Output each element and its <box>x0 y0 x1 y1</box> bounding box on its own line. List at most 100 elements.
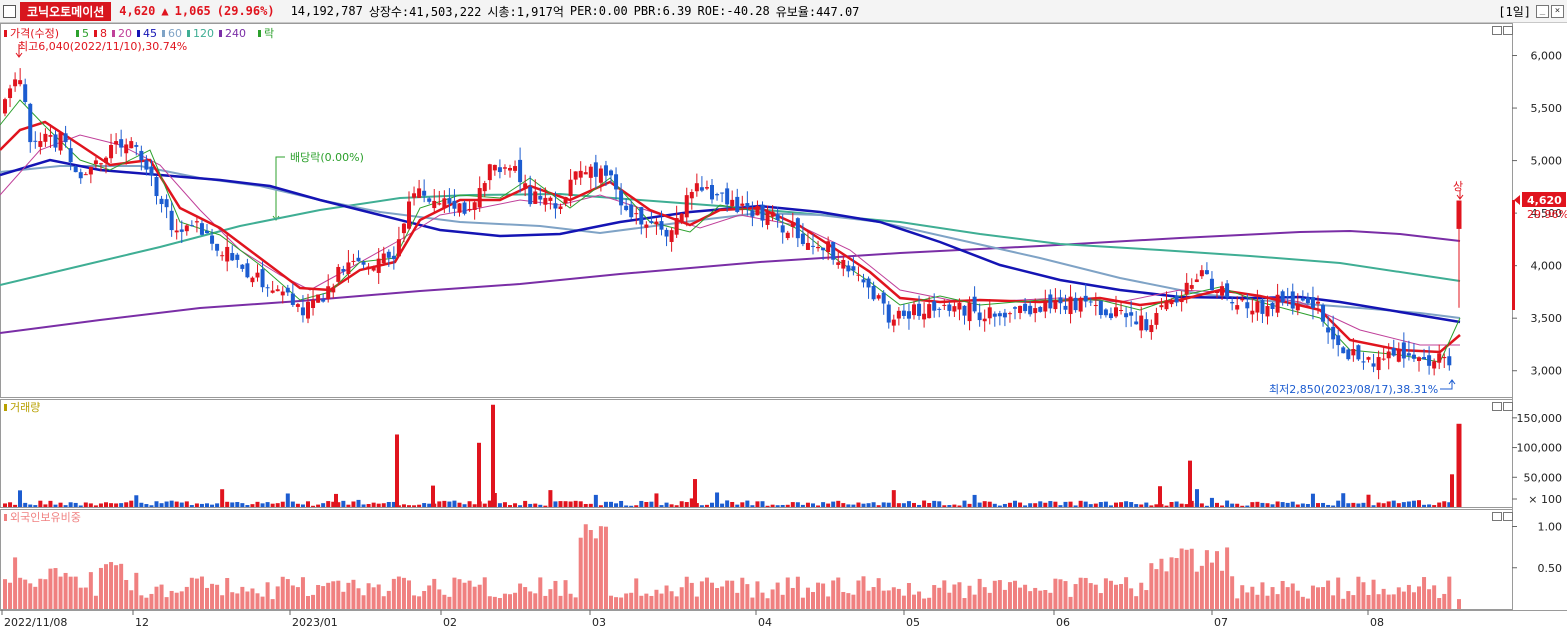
foreign-ratio-bar <box>1336 577 1341 609</box>
last-foreign-bar <box>1457 599 1461 609</box>
volume-bar <box>386 501 391 507</box>
volume-bar <box>912 502 916 507</box>
candle-body <box>598 168 603 183</box>
candle-body <box>1073 297 1078 311</box>
volume-panel-minimize-icon[interactable] <box>1492 402 1502 411</box>
price-panel-close-icon[interactable] <box>1503 26 1513 35</box>
candle-body <box>725 188 730 205</box>
foreign-panel-minimize-icon[interactable] <box>1492 512 1502 521</box>
volume-panel-close-icon[interactable] <box>1503 402 1513 411</box>
volume-bar <box>1164 505 1169 507</box>
volume-bar <box>598 505 603 507</box>
price-panel-minimize-icon[interactable] <box>1492 26 1502 35</box>
foreign-ratio-bar <box>1013 580 1017 609</box>
foreign-ratio-bar <box>1139 582 1144 609</box>
volume-bar <box>866 503 871 507</box>
candle-body <box>967 302 972 322</box>
candle-body <box>159 198 164 205</box>
foreign-ratio-bar <box>1154 569 1159 609</box>
candle-body <box>457 203 462 213</box>
foreign-ratio-bar <box>816 582 821 609</box>
volume-bar <box>502 502 507 507</box>
foreign-ratio-bar <box>805 587 810 609</box>
volume-bar <box>1053 501 1058 507</box>
x-tick-label: 2022/11/08 <box>4 616 67 629</box>
candle-body <box>563 197 568 204</box>
foreign-ratio-bar <box>1114 584 1118 609</box>
foreign-panel-close-icon[interactable] <box>1503 512 1513 521</box>
select-checkbox[interactable] <box>3 4 16 18</box>
volume-bar <box>543 505 548 507</box>
foreign-ratio-bar <box>1310 585 1315 609</box>
minimize-icon[interactable]: _ <box>1536 5 1549 18</box>
candle-body <box>109 144 114 159</box>
panel-buttons[interactable] <box>1492 26 1513 521</box>
candle-body <box>826 241 831 253</box>
x-tick-label: 02 <box>443 616 457 629</box>
volume-bar <box>523 500 528 507</box>
foreign-ratio-bar <box>1053 578 1058 609</box>
candle-body <box>674 218 679 235</box>
volume-bar <box>982 501 987 507</box>
period-selector[interactable]: [1일] <box>1498 5 1531 19</box>
foreign-ratio-bar <box>1300 596 1305 609</box>
foreign-ratio-bar <box>401 577 406 609</box>
foreign-ratio-bar <box>917 591 922 609</box>
volume-bar <box>619 500 624 507</box>
volume-bar <box>1184 504 1189 507</box>
foreign-ratio-bar <box>1103 578 1108 609</box>
foreign-ratio-bar <box>205 587 209 609</box>
foreign-ratio-bar <box>795 576 800 609</box>
candle-body <box>891 319 896 326</box>
foreign-ratio-bar <box>1124 577 1129 609</box>
candle-body <box>225 246 230 262</box>
up-arrow-icon: ▲ <box>161 4 169 18</box>
foreign-ratio-bar <box>603 526 608 609</box>
volume-bar <box>871 502 876 507</box>
foreign-ratio-bar <box>1007 582 1012 609</box>
volume-bar <box>609 501 613 507</box>
volume-bar <box>497 503 502 507</box>
candle-body <box>381 253 386 264</box>
foreign-ratio-bar <box>1371 579 1376 609</box>
foreign-ratio-bar <box>63 572 68 609</box>
foreign-ratio-bar <box>1215 551 1219 609</box>
foreign-ratio-bar <box>1018 587 1023 609</box>
candle-body <box>215 243 220 251</box>
volume-bar <box>280 501 285 507</box>
foreign-ratio-bar <box>624 593 629 609</box>
volume-bar <box>88 503 93 507</box>
candle-body <box>189 225 194 227</box>
foreign-ratio-bar <box>1386 594 1391 609</box>
candle-body <box>134 145 139 147</box>
price-change-pct: (29.96%) <box>216 4 275 18</box>
candle-body <box>1144 319 1149 331</box>
foreign-ratio-bar <box>78 587 83 609</box>
close-icon[interactable]: × <box>1551 5 1564 18</box>
candle-body <box>1245 302 1250 309</box>
foreign-ratio-bar <box>300 577 305 609</box>
stock-name[interactable]: 코닉오토메이션 <box>20 1 112 21</box>
legend-price: 가격(수정) <box>10 27 59 40</box>
candle-body <box>144 160 149 170</box>
candle-body <box>1381 358 1386 360</box>
candle-body <box>846 265 851 272</box>
foreign-ratio-bar <box>1098 593 1103 609</box>
volume-spike-bar <box>477 442 481 507</box>
foreign-ratio-bar <box>704 577 709 609</box>
candle-body <box>684 195 689 218</box>
foreign-ratio-bar <box>326 582 331 609</box>
candle-body <box>83 174 88 176</box>
candle-body <box>624 205 629 211</box>
volume-bar <box>265 502 270 507</box>
foreign-ratio-bar <box>265 582 270 609</box>
foreign-ratio-bar <box>396 576 401 609</box>
volume-bar <box>588 503 593 507</box>
candle-body <box>1053 300 1058 310</box>
candle-body <box>992 313 997 317</box>
candle-body <box>33 140 38 142</box>
foreign-ratio-bar <box>1245 592 1250 609</box>
volume-bar <box>674 505 679 507</box>
volume-bar <box>245 505 250 507</box>
foreign-ratio-bar <box>1437 598 1442 609</box>
